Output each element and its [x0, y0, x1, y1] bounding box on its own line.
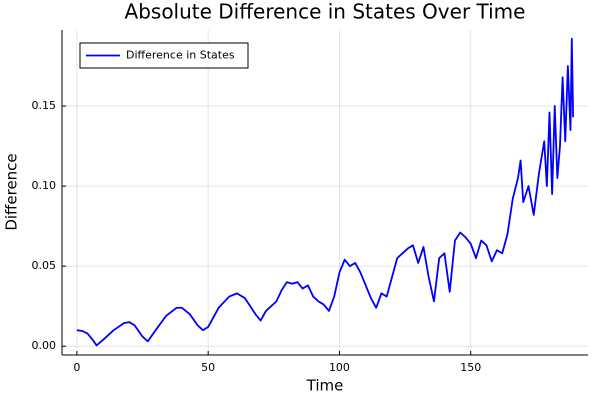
- x-tick-label: 0: [73, 361, 80, 374]
- data-line: [76, 37, 575, 347]
- y-tick-label: 0.00: [32, 339, 57, 352]
- y-tick-label: 0.05: [32, 259, 57, 272]
- grid: [62, 30, 588, 355]
- chart-title: Absolute Difference in States Over Time: [125, 0, 526, 24]
- x-axis-label: Time: [306, 377, 344, 395]
- x-tick-label: 150: [460, 361, 481, 374]
- y-tick-label: 0.15: [32, 99, 57, 112]
- y-tick-label: 0.10: [32, 179, 57, 192]
- y-axis-label: Difference: [3, 153, 21, 230]
- x-tick-label: 50: [201, 361, 215, 374]
- x-tick-label: 100: [329, 361, 350, 374]
- legend-label: Difference in States: [126, 49, 235, 62]
